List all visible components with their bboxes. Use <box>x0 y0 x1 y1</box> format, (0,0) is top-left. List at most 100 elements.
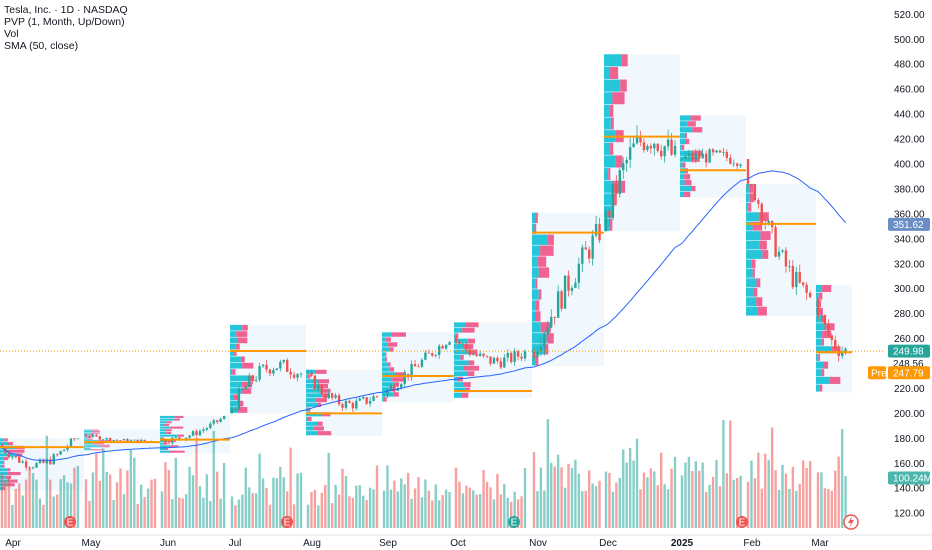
candle-body <box>351 402 355 409</box>
time-tick-label: Feb <box>743 538 761 549</box>
volume-bar <box>458 481 461 528</box>
profile-bar-down <box>538 267 550 278</box>
legend-indicator-sma[interactable]: SMA (50, close) <box>4 40 79 52</box>
profile-bar-up <box>532 267 539 278</box>
legend-indicator-pvp[interactable]: PVP (1, Month, Up/Down) <box>4 16 125 28</box>
profile-bar-down <box>2 464 5 468</box>
profile-bar-down <box>307 374 311 379</box>
profile-bar-up <box>230 331 237 337</box>
candle-body <box>632 143 635 148</box>
volume-bar <box>265 487 268 528</box>
candle-body <box>76 438 80 440</box>
price-tick-label: 160.00 <box>894 459 925 470</box>
volume-bar <box>212 430 215 528</box>
candle-body <box>660 150 663 157</box>
profile-bar-up <box>532 289 539 300</box>
profile-bar-down <box>821 284 832 293</box>
price-tick-label: 480.00 <box>894 60 925 71</box>
profile-bar-down <box>88 447 91 449</box>
candle-body <box>567 275 570 291</box>
profile-bar-up <box>382 372 396 377</box>
time-axis[interactable]: Apr May Jun Jul Aug Sep Oct Nov Dec 2025 Feb Mar <box>0 534 932 549</box>
profile-bar-up <box>604 206 612 219</box>
profile-bar-down <box>315 398 327 403</box>
profile-bar-up <box>0 442 8 446</box>
candle-body <box>732 163 735 165</box>
volume-bar <box>539 467 543 528</box>
profile-bar-down <box>383 397 387 402</box>
profile-bar-down <box>758 212 769 222</box>
corner-logo[interactable] <box>843 514 859 530</box>
profile-bar-up <box>230 350 235 356</box>
candle-body <box>279 362 282 369</box>
volume-bar <box>510 501 513 528</box>
volume-bar <box>701 462 704 528</box>
volume-bar <box>355 485 358 528</box>
profile-bar-up <box>306 431 318 436</box>
earnings-event-label: E <box>511 518 518 529</box>
profile-bar-down <box>826 323 835 331</box>
volume-bar <box>663 484 666 528</box>
volume-bar <box>28 468 31 528</box>
profile-bar-up <box>306 388 323 393</box>
volume-bar <box>434 484 437 528</box>
profile-bar-down <box>821 338 824 346</box>
candle-body <box>31 467 35 469</box>
price-axis[interactable]: 120.00140.00160.00180.00200.00220.00240.… <box>894 10 925 520</box>
profile-bar-up <box>160 421 167 424</box>
volume-bar <box>76 465 80 528</box>
profile-bar-up <box>532 333 547 344</box>
profile-bar-down <box>169 450 185 453</box>
volume-bar <box>31 472 35 528</box>
profile-bar-down <box>535 300 540 311</box>
candle-body <box>584 247 587 250</box>
volume-bar <box>574 459 577 528</box>
candle-body <box>441 345 444 349</box>
profile-bar-down <box>537 256 547 267</box>
profile-bar-up <box>532 212 536 223</box>
volume-bar <box>202 497 205 528</box>
candle-body <box>95 434 98 437</box>
profile-bar-up <box>84 438 88 440</box>
candle-body <box>499 361 503 368</box>
volume-bar <box>750 460 753 528</box>
volume-bar <box>628 447 632 528</box>
volume-bar <box>98 480 101 528</box>
volume-bar <box>413 488 417 528</box>
candle-body <box>38 459 42 464</box>
price-tick-label: 440.00 <box>894 110 925 121</box>
profile-bar-down <box>7 442 14 446</box>
volume-bar <box>795 490 798 528</box>
profile-bar-down <box>752 268 755 278</box>
volume-bar <box>0 474 4 528</box>
profile-bar-up <box>816 361 824 369</box>
candle-body <box>746 159 750 184</box>
volume-bar <box>420 497 424 528</box>
volume-bar <box>431 500 434 528</box>
profile-bar-up <box>746 287 754 297</box>
profile-bar-down <box>684 191 691 198</box>
time-tick-label: Aug <box>303 538 321 549</box>
candle-body <box>212 420 215 424</box>
volume-bar <box>330 503 334 528</box>
volume-bar <box>503 484 506 528</box>
profile-bar-up <box>746 240 760 250</box>
candle-body <box>823 315 827 325</box>
volume-bar <box>11 504 14 528</box>
volume-bar <box>140 484 143 528</box>
volume-bar <box>219 498 222 528</box>
volume-bar <box>611 491 615 528</box>
candle-body <box>691 153 694 160</box>
volume-bar <box>191 475 195 528</box>
volume-bar <box>393 480 396 528</box>
profile-bar-down <box>463 382 471 387</box>
volume-bar <box>567 463 570 528</box>
volume-bar <box>14 488 17 528</box>
time-tick-label: Sep <box>379 538 397 549</box>
profile-bar-up <box>306 421 317 426</box>
candle-body <box>122 439 126 441</box>
legend-indicator-vol[interactable]: Vol <box>4 28 19 40</box>
